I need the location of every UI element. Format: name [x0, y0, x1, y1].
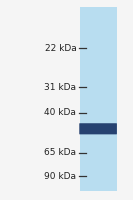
Text: 22 kDa: 22 kDa	[45, 44, 76, 53]
Text: 90 kDa: 90 kDa	[44, 172, 76, 181]
Text: 31 kDa: 31 kDa	[44, 83, 76, 92]
FancyBboxPatch shape	[79, 123, 117, 134]
Bar	[80, 7, 117, 191]
Text: 65 kDa: 65 kDa	[44, 148, 76, 157]
Text: 40 kDa: 40 kDa	[45, 108, 76, 117]
